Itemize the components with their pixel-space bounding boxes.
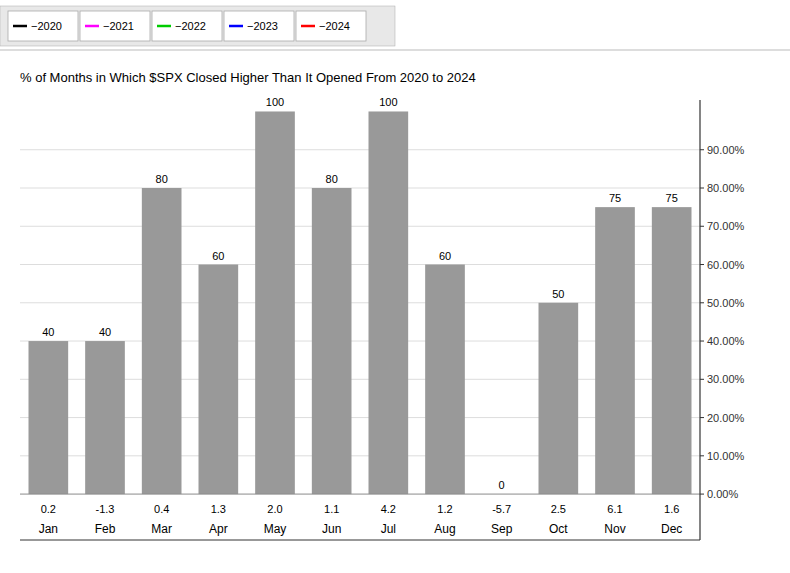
legend-swatch xyxy=(85,25,99,28)
tick-label: 60.00% xyxy=(707,259,745,271)
avg-label: 0.2 xyxy=(41,503,56,515)
tick-label: 0.00% xyxy=(707,488,738,500)
bar xyxy=(142,188,182,494)
chart: −2020 −2021 −2022 −2023 −2024 % of Months in … xyxy=(0,0,790,573)
category-label: Apr xyxy=(209,522,228,536)
legend-label: −2020 xyxy=(31,20,62,32)
data-label: 100 xyxy=(379,96,397,108)
category-label: Sep xyxy=(491,522,513,536)
tick-label: 70.00% xyxy=(707,220,745,232)
legend: −2020 −2021 −2022 −2023 −2024 xyxy=(0,6,395,46)
category-label: Oct xyxy=(549,522,568,536)
zero-line xyxy=(20,494,700,495)
data-label: 0 xyxy=(499,479,505,491)
legend-label: −2022 xyxy=(175,20,206,32)
data-label: 60 xyxy=(212,250,224,262)
legend-box xyxy=(296,11,366,41)
category-label: Jan xyxy=(39,522,58,536)
legend-label: −2024 xyxy=(319,20,350,32)
legend-item: −2020 xyxy=(8,11,78,41)
data-label: 100 xyxy=(266,96,284,108)
legend-swatch xyxy=(157,25,171,28)
avg-label: 1.6 xyxy=(664,503,679,515)
avg-label: 4.2 xyxy=(381,503,396,515)
grid-line xyxy=(20,149,700,150)
avg-label: -5.7 xyxy=(492,503,511,515)
data-label: 75 xyxy=(666,192,678,204)
bar xyxy=(539,303,579,494)
title: % of Months in Which $SPX Closed Higher … xyxy=(20,70,476,85)
legend-item: −2022 xyxy=(152,11,222,41)
legend-box xyxy=(152,11,222,41)
avg-label: 1.2 xyxy=(437,503,452,515)
grid-line xyxy=(20,494,700,495)
category-label: Feb xyxy=(95,522,116,536)
bar xyxy=(369,111,409,494)
category-label: Mar xyxy=(151,522,172,536)
avg-label: 1.1 xyxy=(324,503,339,515)
legend-box xyxy=(80,11,150,41)
bar xyxy=(29,341,69,494)
labels: 40 40 80 60 100 80 100 60 0 50 75 75 0.2 -1.3 0.4 1.3 2.… xyxy=(39,96,683,536)
data-label: 80 xyxy=(156,173,168,185)
category-label: Jun xyxy=(322,522,341,536)
x-axis-line xyxy=(20,540,700,541)
legend-swatch xyxy=(229,25,243,28)
data-label: 50 xyxy=(552,288,564,300)
bar xyxy=(199,265,239,495)
category-label: Jul xyxy=(381,522,396,536)
data-label: 40 xyxy=(42,326,54,338)
tick-label: 80.00% xyxy=(707,182,745,194)
tick-label: 90.00% xyxy=(707,144,745,156)
legend-separator xyxy=(0,50,790,51)
avg-label: 2.5 xyxy=(551,503,566,515)
avg-label: 2.0 xyxy=(267,503,282,515)
data-label: 75 xyxy=(609,192,621,204)
category-label: Nov xyxy=(604,522,625,536)
bars xyxy=(29,111,692,494)
data-label: 60 xyxy=(439,250,451,262)
category-label: May xyxy=(264,522,287,536)
category-label: Dec xyxy=(661,522,682,536)
legend-label: −2023 xyxy=(247,20,278,32)
legend-swatch xyxy=(13,25,27,28)
bar xyxy=(425,265,465,495)
legend-item: −2024 xyxy=(296,11,366,41)
y-axis-line xyxy=(699,100,700,540)
legend-swatch xyxy=(301,25,315,28)
legend-label: −2021 xyxy=(103,20,134,32)
legend-box xyxy=(224,11,294,41)
bar xyxy=(255,111,295,494)
bar xyxy=(85,341,125,494)
avg-label: 6.1 xyxy=(607,503,622,515)
tick-label: 20.00% xyxy=(707,412,745,424)
tick-label: 30.00% xyxy=(707,373,745,385)
tick-label: 50.00% xyxy=(707,297,745,309)
bar xyxy=(312,188,352,494)
avg-label: -1.3 xyxy=(96,503,115,515)
data-label: 80 xyxy=(326,173,338,185)
data-label: 40 xyxy=(99,326,111,338)
tick-label: 40.00% xyxy=(707,335,745,347)
grid-line xyxy=(20,188,700,189)
category-label: Aug xyxy=(434,522,455,536)
legend-item: −2023 xyxy=(224,11,294,41)
grid xyxy=(20,150,700,494)
legend-item: −2021 xyxy=(80,11,150,41)
tick-label: 10.00% xyxy=(707,450,745,462)
legend-background xyxy=(0,6,395,46)
legend-box xyxy=(8,11,78,41)
bar xyxy=(652,207,692,494)
avg-label: 1.3 xyxy=(211,503,226,515)
avg-label: 0.4 xyxy=(154,503,169,515)
bar xyxy=(595,207,635,494)
